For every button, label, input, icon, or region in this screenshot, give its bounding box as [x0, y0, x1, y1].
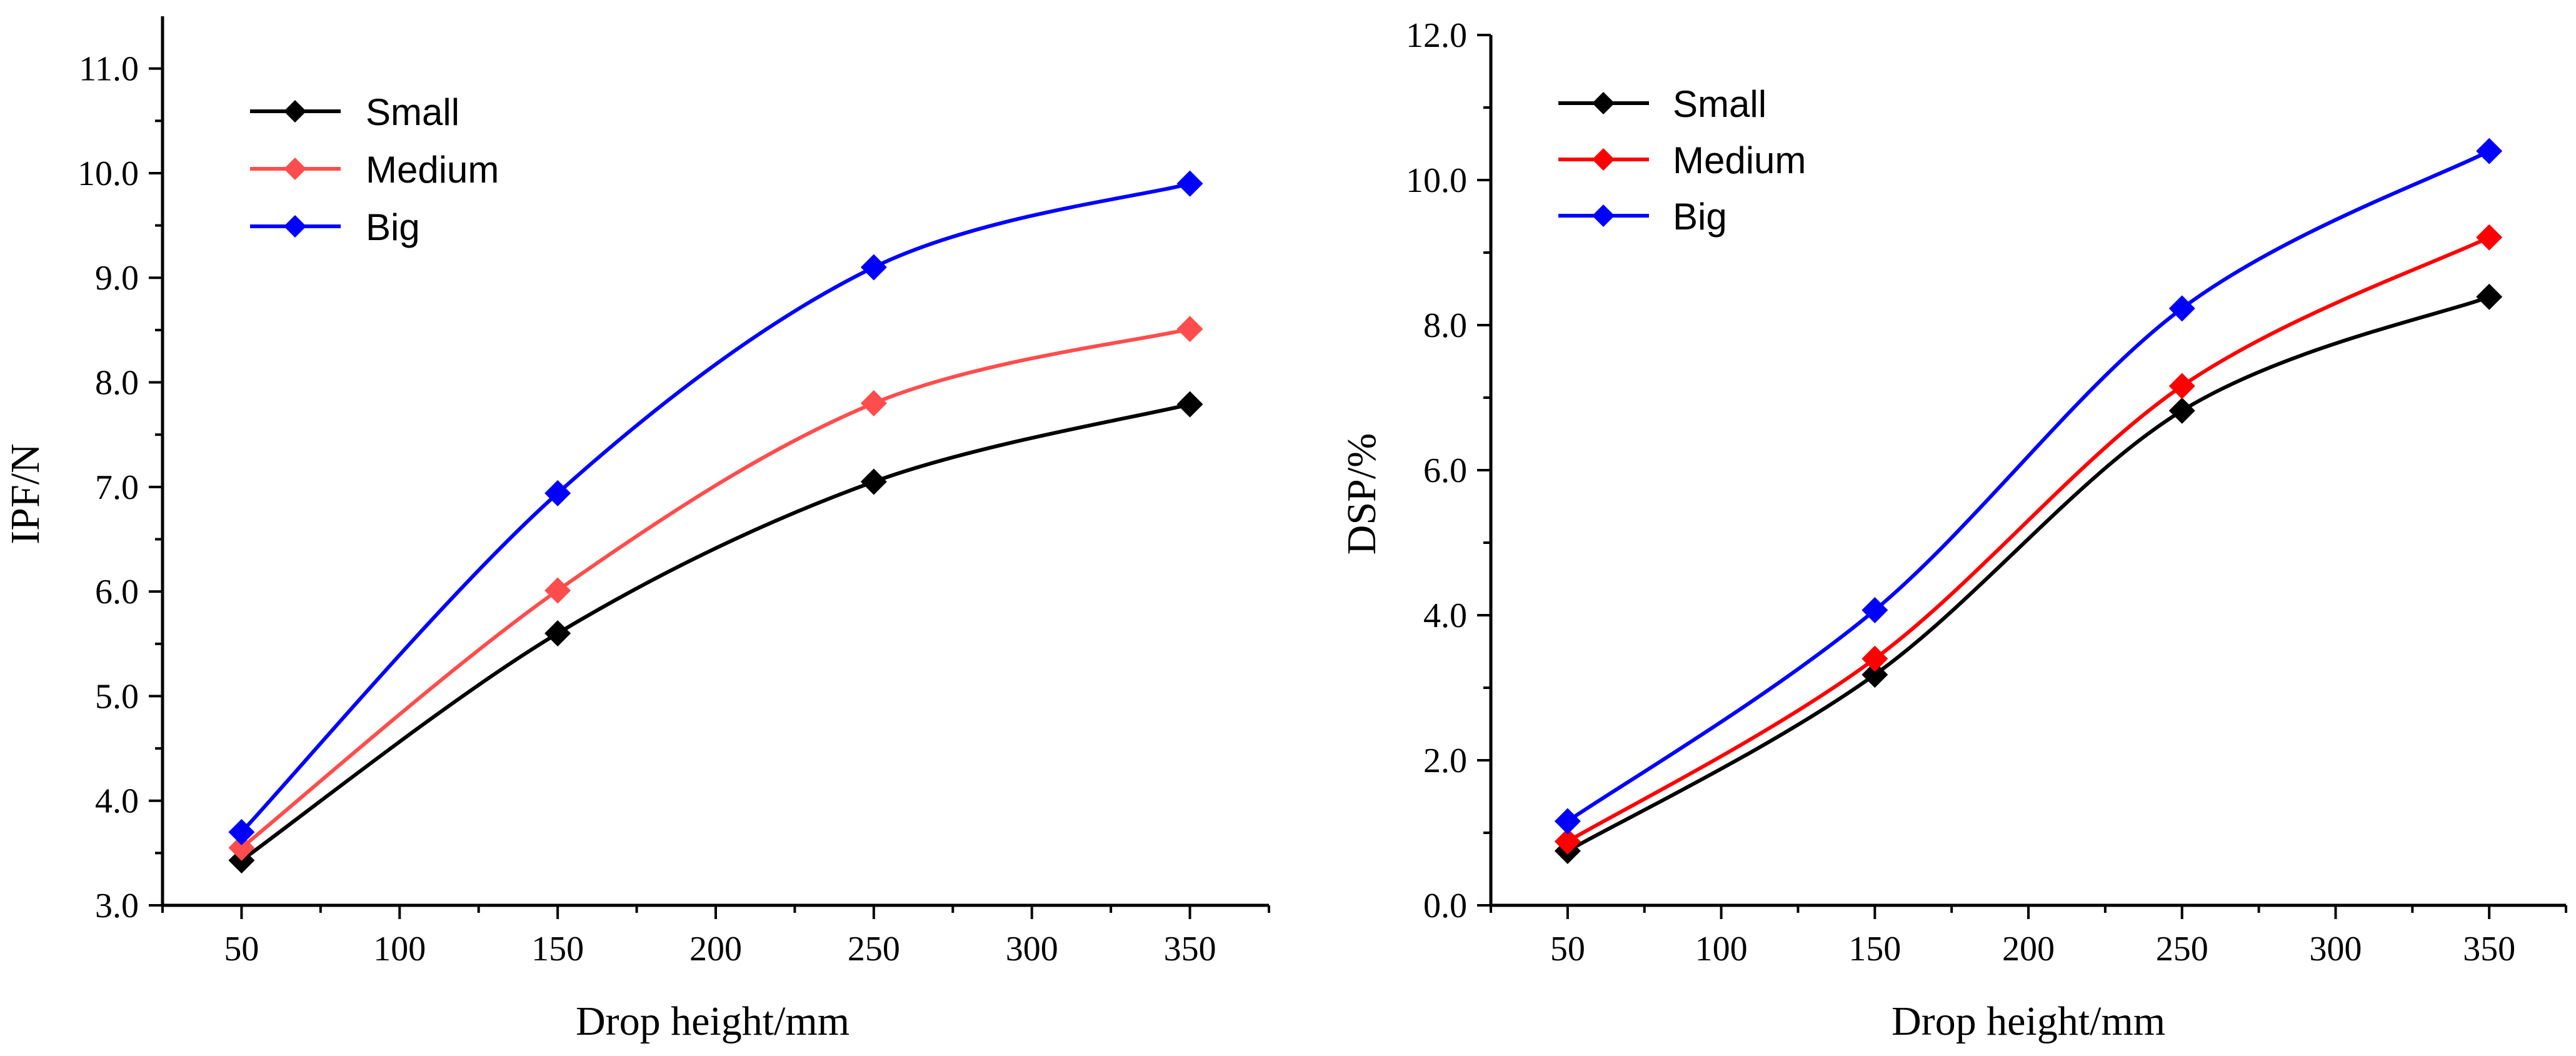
ipf-x-tick-label: 300 — [1006, 930, 1058, 968]
ipf-line-big — [240, 181, 1191, 833]
ipf-y-ticks: 3.0 4.0 5.0 6.0 7.0 8.0 9.0 10.0 11.0 — [78, 50, 163, 925]
dsp-line-big — [1566, 149, 2490, 823]
ipf-legend-entry-small: Small — [250, 91, 459, 133]
ipf-y-tick-label: 4.0 — [95, 782, 139, 821]
ipf-point-medium — [1176, 316, 1203, 343]
dsp-y-axis-title: DSP/% — [1339, 433, 1385, 555]
dsp-y-axis-label: DSP/% — [1339, 433, 1385, 555]
dsp-x-tick-label: 250 — [2156, 930, 2208, 968]
dsp-legend-entry-medium: Medium — [1558, 139, 1806, 181]
ipf-series-group — [228, 170, 1203, 874]
ipf-x-axis-label: Drop height/mm — [576, 998, 849, 1044]
dsp-point-medium — [2168, 373, 2195, 400]
dsp-series-group — [1554, 138, 2503, 864]
ipf-x-tick-label: 150 — [531, 930, 584, 968]
dsp-legend-marker-medium — [1592, 148, 1615, 171]
dsp-legend-label-big: Big — [1673, 196, 1727, 238]
dsp-x-tick-label: 50 — [1550, 930, 1585, 968]
dsp-legend: Small Medium Big — [1558, 83, 1806, 238]
dsp-point-small — [1862, 661, 1888, 688]
dsp-x-tick-label: 300 — [2309, 930, 2362, 968]
ipf-line-medium — [240, 327, 1191, 850]
ipf-x-tick-label: 100 — [373, 930, 426, 968]
ipf-legend-label-small: Small — [366, 91, 459, 133]
ipf-y-tick-label: 11.0 — [79, 50, 139, 89]
dsp-x-tick-label: 200 — [2002, 930, 2055, 968]
dsp-legend-entry-small: Small — [1558, 83, 1767, 125]
dsp-y-tick-label: 12.0 — [1406, 16, 1467, 55]
ipf-y-tick-label: 6.0 — [95, 573, 139, 611]
dsp-point-small — [2476, 283, 2503, 310]
dsp-legend-label-small: Small — [1673, 83, 1767, 125]
ipf-y-tick-label: 3.0 — [95, 887, 139, 925]
dsp-y-tick-label: 0.0 — [1423, 887, 1467, 925]
dsp-y-ticks: 0.0 2.0 4.0 6.0 8.0 10.0 12.0 — [1406, 16, 1491, 925]
ipf-point-big — [544, 480, 571, 506]
ipf-legend-marker-small — [284, 100, 306, 123]
ipf-point-medium — [544, 577, 571, 604]
ipf-x-tick-label: 50 — [224, 930, 259, 968]
ipf-legend-label-medium: Medium — [366, 149, 499, 191]
dsp-legend-entry-big: Big — [1558, 196, 1727, 238]
ipf-legend-label-big: Big — [366, 206, 420, 248]
ipf-legend-marker-medium — [284, 158, 306, 180]
ipf-y-tick-label: 9.0 — [95, 259, 139, 298]
ipf-point-small — [1176, 391, 1203, 418]
dsp-x-tick-label: 100 — [1695, 930, 1748, 968]
ipf-legend-marker-big — [284, 215, 306, 238]
ipf-point-medium — [860, 390, 887, 416]
ipf-legend: Small Medium Big — [250, 91, 499, 248]
ipf-point-small — [544, 620, 571, 647]
dsp-point-medium — [2476, 224, 2503, 251]
ipf-x-tick-label: 200 — [689, 930, 742, 968]
dsp-point-medium — [1554, 828, 1581, 855]
ipf-y-tick-label: 10.0 — [78, 154, 139, 193]
ipf-y-tick-label: 8.0 — [95, 364, 139, 403]
ipf-point-big — [228, 818, 255, 845]
dsp-y-tick-label: 6.0 — [1423, 451, 1467, 490]
dsp-legend-label-medium: Medium — [1673, 139, 1806, 181]
ipf-point-small — [860, 468, 887, 495]
dsp-line-small — [1566, 294, 2490, 853]
dsp-point-medium — [1862, 645, 1888, 672]
ipf-x-ticks: 50 100 150 200 250 300 350 — [161, 905, 1270, 968]
ipf-point-big — [860, 254, 887, 281]
dsp-y-tick-label: 10.0 — [1406, 161, 1467, 200]
ipf-line-small — [240, 402, 1191, 862]
dsp-y-tick-label: 2.0 — [1423, 742, 1467, 780]
ipf-point-medium — [228, 834, 255, 861]
ipf-y-tick-label: 5.0 — [95, 677, 139, 716]
dsp-point-small — [2168, 397, 2195, 424]
ipf-x-tick-label: 250 — [848, 930, 900, 968]
ipf-legend-entry-medium: Medium — [250, 149, 499, 191]
ipf-legend-entry-big: Big — [250, 206, 420, 248]
dsp-y-tick-label: 8.0 — [1423, 306, 1467, 345]
dsp-point-big — [1862, 596, 1888, 623]
ipf-point-big — [1176, 170, 1203, 197]
dsp-point-big — [1554, 808, 1581, 835]
ipf-y-axis-title: IPF/N — [3, 443, 48, 544]
chart-ipf: IPF/N Drop height/mm 3.0 4.0 5.0 6.0 7.0 8.0 9… — [3, 16, 1270, 1044]
ipf-y-tick-label: 7.0 — [95, 468, 139, 507]
dsp-point-big — [2476, 138, 2503, 164]
chart-dsp: DSP/% Drop height/mm 0.0 2.0 4.0 6.0 8.0 10.0… — [1339, 16, 2567, 1044]
dsp-line-medium — [1566, 235, 2490, 843]
dsp-point-big — [2168, 295, 2195, 322]
dsp-x-axis-label: Drop height/mm — [1892, 998, 2165, 1044]
ipf-x-tick-label: 350 — [1164, 930, 1216, 968]
dsp-legend-marker-small — [1592, 92, 1615, 114]
dsp-x-tick-label: 350 — [2463, 930, 2515, 968]
dsp-legend-marker-big — [1592, 204, 1615, 227]
ipf-y-axis-label: IPF/N — [3, 443, 48, 544]
dsp-x-ticks: 50 100 150 200 250 300 350 — [1490, 905, 2567, 968]
dsp-x-tick-label: 150 — [1848, 930, 1901, 968]
dsp-y-tick-label: 4.0 — [1423, 596, 1467, 635]
